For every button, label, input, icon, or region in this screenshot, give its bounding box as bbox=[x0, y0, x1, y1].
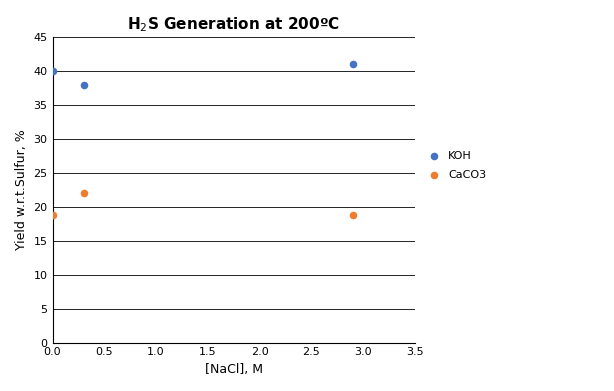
Title: H$_2$S Generation at 200ºC: H$_2$S Generation at 200ºC bbox=[127, 15, 340, 34]
Legend: KOH, CaCO3: KOH, CaCO3 bbox=[421, 149, 489, 182]
KOH bbox=[48, 68, 58, 74]
CaCO3 bbox=[79, 190, 88, 197]
KOH bbox=[79, 82, 88, 88]
X-axis label: [NaCl], M: [NaCl], M bbox=[204, 363, 263, 376]
Y-axis label: Yield w.r.t.Sulfur, %: Yield w.r.t.Sulfur, % bbox=[15, 129, 28, 250]
CaCO3 bbox=[48, 212, 58, 218]
CaCO3 bbox=[348, 212, 357, 218]
KOH bbox=[348, 61, 357, 68]
